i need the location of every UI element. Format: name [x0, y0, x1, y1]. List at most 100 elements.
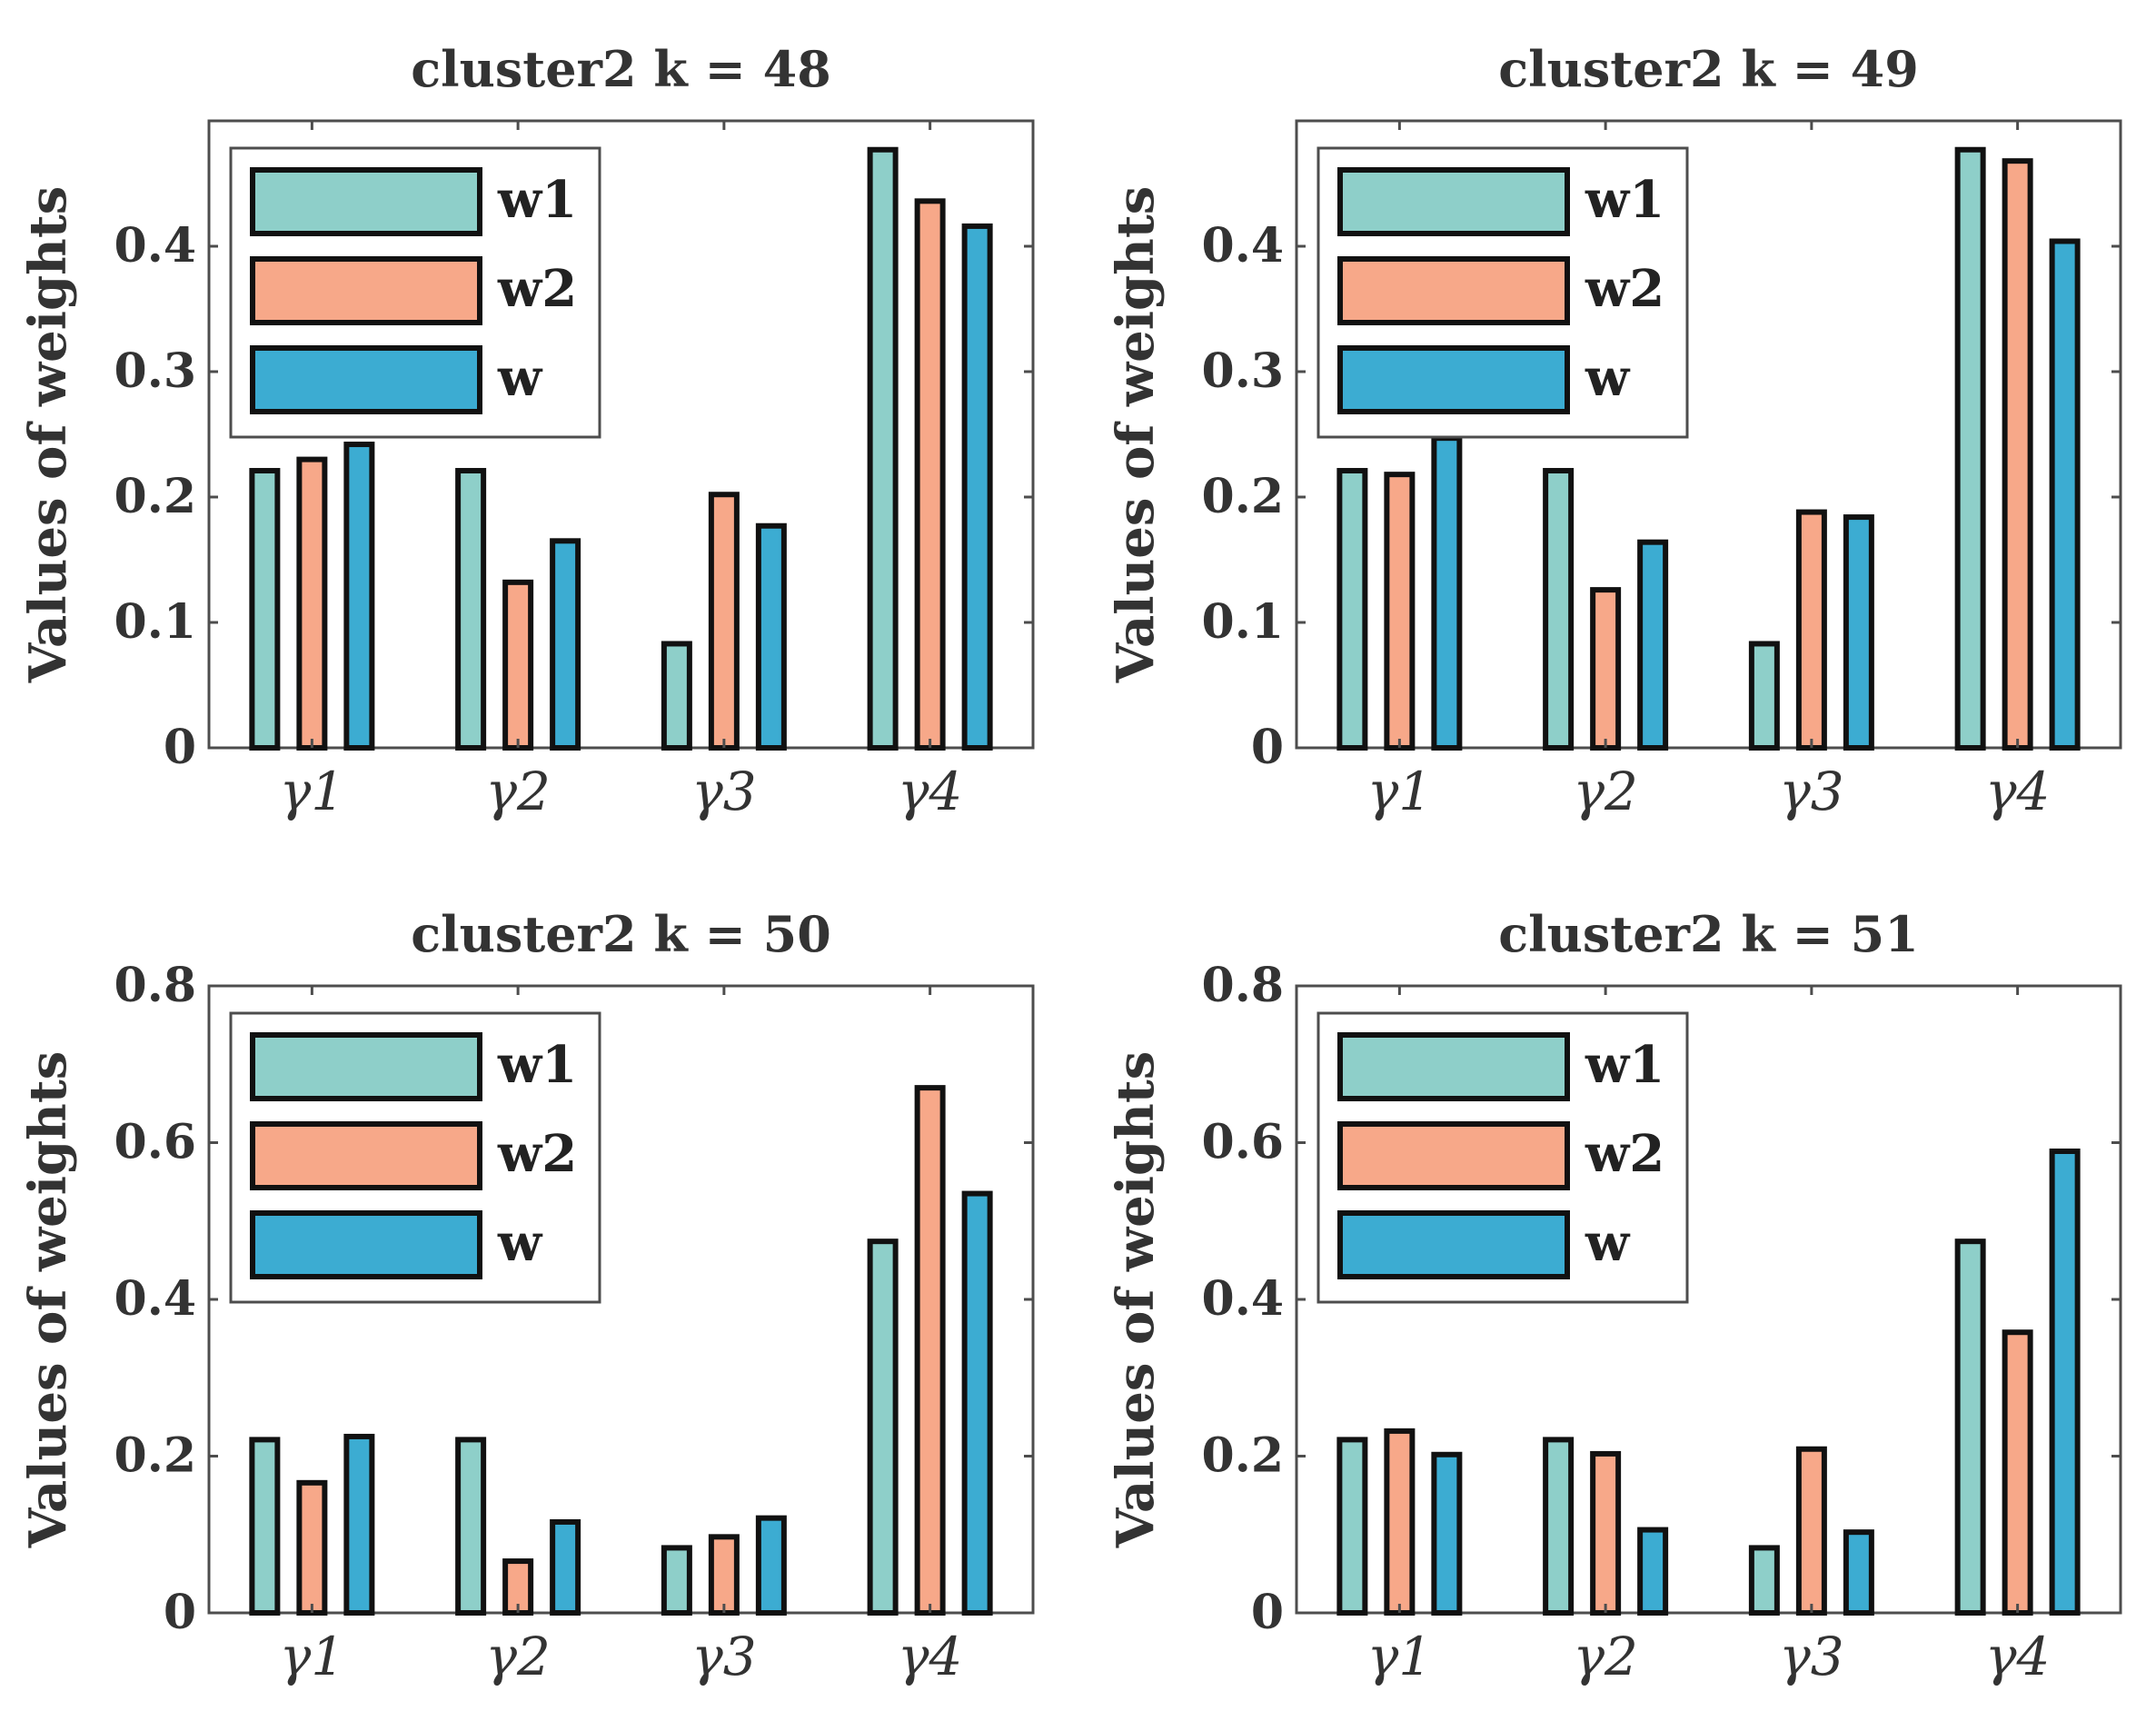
x-tick-label: γ4 [898, 1626, 963, 1687]
y-tick-label: 0.2 [1202, 1428, 1284, 1484]
y-tick-label: 0.1 [1202, 594, 1284, 650]
bar-w-4 [961, 223, 993, 751]
legend: w1 w2 w [1316, 1011, 1689, 1304]
x-tick-label: γ2 [1573, 761, 1638, 822]
bar-w2-3 [708, 492, 740, 751]
x-tick-label: γ2 [485, 761, 551, 822]
legend: w1 w2 w [229, 1011, 601, 1304]
chart-panel-1: 0 0.1 0.2 0.3 0.4 γ1 γ2 γ3 γ4 cluster2 k = 48 Valu… [18, 40, 1035, 822]
y-tick-label: 0.2 [114, 469, 196, 524]
legend-swatch-w1 [250, 1032, 482, 1101]
bar-w2-4 [914, 198, 946, 751]
y-tick-label: 0.4 [114, 1271, 196, 1327]
bar-w1-2 [1543, 1437, 1575, 1616]
legend-label-w2: w2 [1585, 259, 1664, 319]
x-tick-label: γ3 [1779, 1626, 1844, 1687]
y-axis-label: Values of weights [18, 186, 78, 684]
y-tick-label: 0.6 [114, 1115, 196, 1170]
legend-swatch-w2 [1337, 1121, 1570, 1190]
bar-w-3 [1843, 514, 1874, 751]
y-tick-label: 0.4 [1202, 218, 1284, 274]
bar-w1-1 [1336, 1437, 1368, 1616]
bar-w1-4 [867, 146, 899, 751]
legend-label-w2: w2 [1585, 1124, 1664, 1184]
x-tick-label: γ4 [1985, 1626, 2051, 1687]
bar-w-1 [1431, 1451, 1463, 1617]
bar-w-4 [961, 1190, 993, 1616]
y-axis-label: Values of weights [1106, 186, 1166, 684]
legend-label-w1: w1 [497, 1035, 577, 1095]
legend: w1 w2 w [229, 146, 601, 439]
legend-swatch-w [1337, 1210, 1570, 1279]
y-axis-label: Values of weights [18, 1051, 78, 1549]
x-tick-label: γ2 [1573, 1626, 1638, 1687]
y-tick-label: 0.3 [1202, 343, 1284, 399]
y-tick-label: 0 [164, 1585, 196, 1640]
bar-w2-4 [914, 1085, 946, 1616]
chart-panel-2: 0 0.1 0.2 0.3 0.4 γ1 γ2 γ3 γ4 cluster2 k = 49 Valu… [1106, 40, 2122, 822]
y-tick-label: 0 [1251, 1585, 1284, 1640]
bar-w-1 [1431, 435, 1463, 751]
bar-w2-3 [708, 1534, 740, 1617]
y-tick-label: 0.8 [1202, 958, 1284, 1013]
legend-label-w1: w1 [1585, 1035, 1664, 1095]
y-tick-label: 0.2 [1202, 469, 1284, 524]
y-tick-label: 0.6 [1202, 1115, 1284, 1170]
bar-w1-2 [455, 468, 487, 751]
y-tick-label: 0 [1251, 720, 1284, 775]
bar-w2-2 [502, 579, 534, 751]
bar-w1-4 [1954, 1239, 1986, 1617]
legend-swatch-w [250, 345, 482, 414]
bar-w2-2 [1590, 587, 1622, 751]
legend-swatch-w1 [1337, 167, 1570, 236]
chart-title: cluster2 k = 50 [411, 905, 831, 963]
bar-w1-4 [1954, 146, 1986, 751]
x-tick-label: γ1 [280, 761, 345, 822]
legend-swatch-w [1337, 345, 1570, 414]
legend-label-w: w [497, 1213, 543, 1273]
bar-w2-2 [1590, 1450, 1622, 1616]
x-tick-label: γ1 [1367, 1626, 1433, 1687]
bar-w1-2 [1543, 468, 1575, 751]
bar-w2-4 [2002, 158, 2033, 751]
y-tick-label: 0.2 [114, 1428, 196, 1484]
bar-w2-1 [296, 456, 328, 751]
bar-w-2 [1637, 1527, 1669, 1616]
bar-w1-3 [1748, 641, 1780, 751]
y-tick-label: 0.1 [114, 594, 196, 650]
legend-label-w2: w2 [497, 1124, 577, 1184]
bar-w-3 [755, 522, 787, 751]
legend-label-w: w [497, 348, 543, 408]
x-tick-label: γ2 [485, 1626, 551, 1687]
bar-w-1 [343, 442, 375, 751]
legend: w1 w2 w [1316, 146, 1689, 439]
bar-w-3 [1843, 1529, 1874, 1616]
legend-label-w: w [1585, 348, 1631, 408]
x-tick-label: γ3 [691, 1626, 757, 1687]
bar-w2-3 [1795, 1446, 1827, 1617]
x-tick-label: γ4 [898, 761, 963, 822]
legend-label-w1: w1 [1585, 170, 1664, 230]
legend-swatch-w [250, 1210, 482, 1279]
x-tick-label: γ1 [1367, 761, 1433, 822]
legend-label-w1: w1 [497, 170, 577, 230]
y-tick-label: 0.4 [114, 218, 196, 274]
bar-w-2 [1637, 539, 1669, 751]
bar-w2-4 [2002, 1329, 2033, 1616]
bar-w1-3 [661, 641, 692, 751]
bar-w1-2 [455, 1437, 487, 1616]
chart-panel-3: 0 0.2 0.4 0.6 0.8 γ1 γ2 γ3 γ4 cluster2 k = 50 Valu… [18, 905, 1035, 1687]
chart-panel-4: 0 0.2 0.4 0.6 0.8 γ1 γ2 γ3 γ4 cluster2 k = 51 Valu… [1106, 905, 2122, 1687]
bar-w1-4 [867, 1239, 899, 1617]
bar-w1-3 [1748, 1545, 1780, 1616]
bar-w1-1 [1336, 468, 1368, 751]
bar-w-4 [2049, 1148, 2081, 1617]
bar-w2-3 [1795, 509, 1827, 751]
x-tick-label: γ4 [1985, 761, 2051, 822]
bar-w-4 [2049, 238, 2081, 751]
bar-w-2 [550, 1518, 581, 1616]
legend-label-w: w [1585, 1213, 1631, 1273]
bar-w1-1 [249, 468, 281, 751]
bar-w-1 [343, 1433, 375, 1616]
